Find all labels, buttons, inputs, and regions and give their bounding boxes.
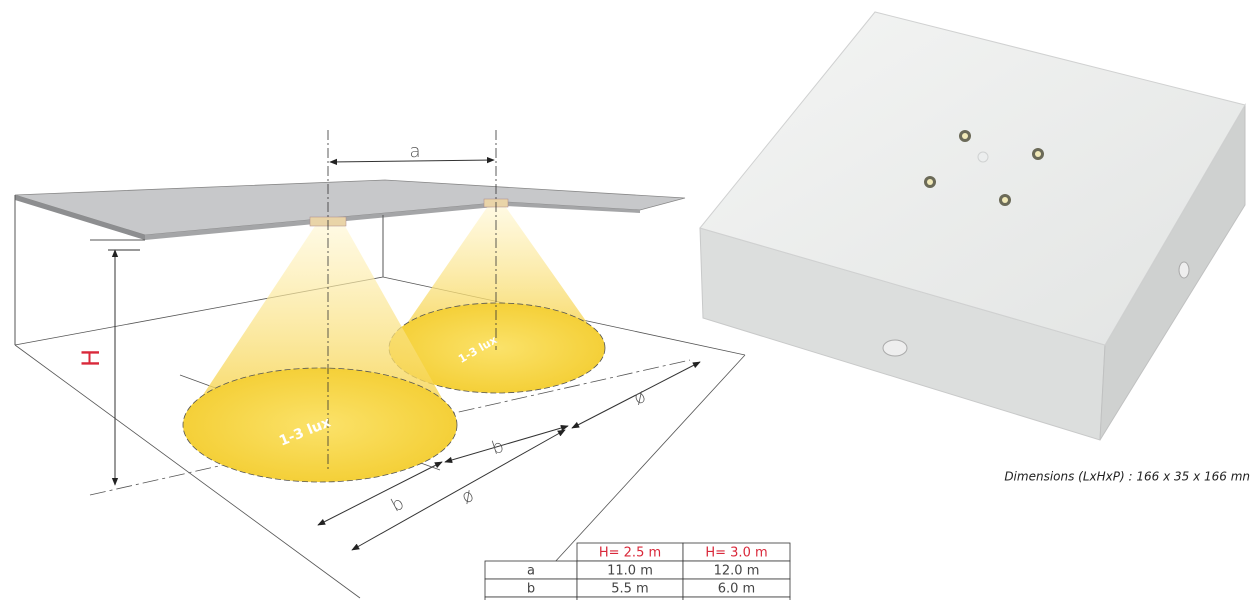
table-cell: b	[527, 582, 535, 597]
label-b: b	[489, 436, 506, 460]
table-cell-box	[576, 596, 684, 600]
label-a: a	[409, 141, 420, 162]
table-cell: 11.0 m	[607, 564, 653, 579]
table-header: H= 3.0 m	[705, 546, 767, 561]
caption: Dimensions (LxHxP) : 166 x 35 x 166 mn	[1004, 470, 1250, 484]
product-image	[699, 11, 1246, 441]
table-header: H= 2.5 m	[599, 546, 661, 561]
table-cell-box	[682, 596, 791, 600]
label-diameter: ø	[458, 485, 478, 509]
label-height: H	[77, 349, 105, 367]
table-cell-box	[484, 596, 578, 600]
ceiling	[14, 179, 686, 345]
table-cell: 6.0 m	[718, 582, 755, 597]
label-b: b	[388, 493, 408, 517]
table-cell: 5.5 m	[611, 582, 648, 597]
table: H= 2.5 m H= 3.0 m a 11.0 m 12.0 m b 5.5 m 6.0 m…	[484, 542, 791, 600]
dimension-lines	[108, 156, 701, 551]
table-cell: 12.0 m	[714, 564, 760, 579]
table-cell: a	[527, 564, 535, 579]
